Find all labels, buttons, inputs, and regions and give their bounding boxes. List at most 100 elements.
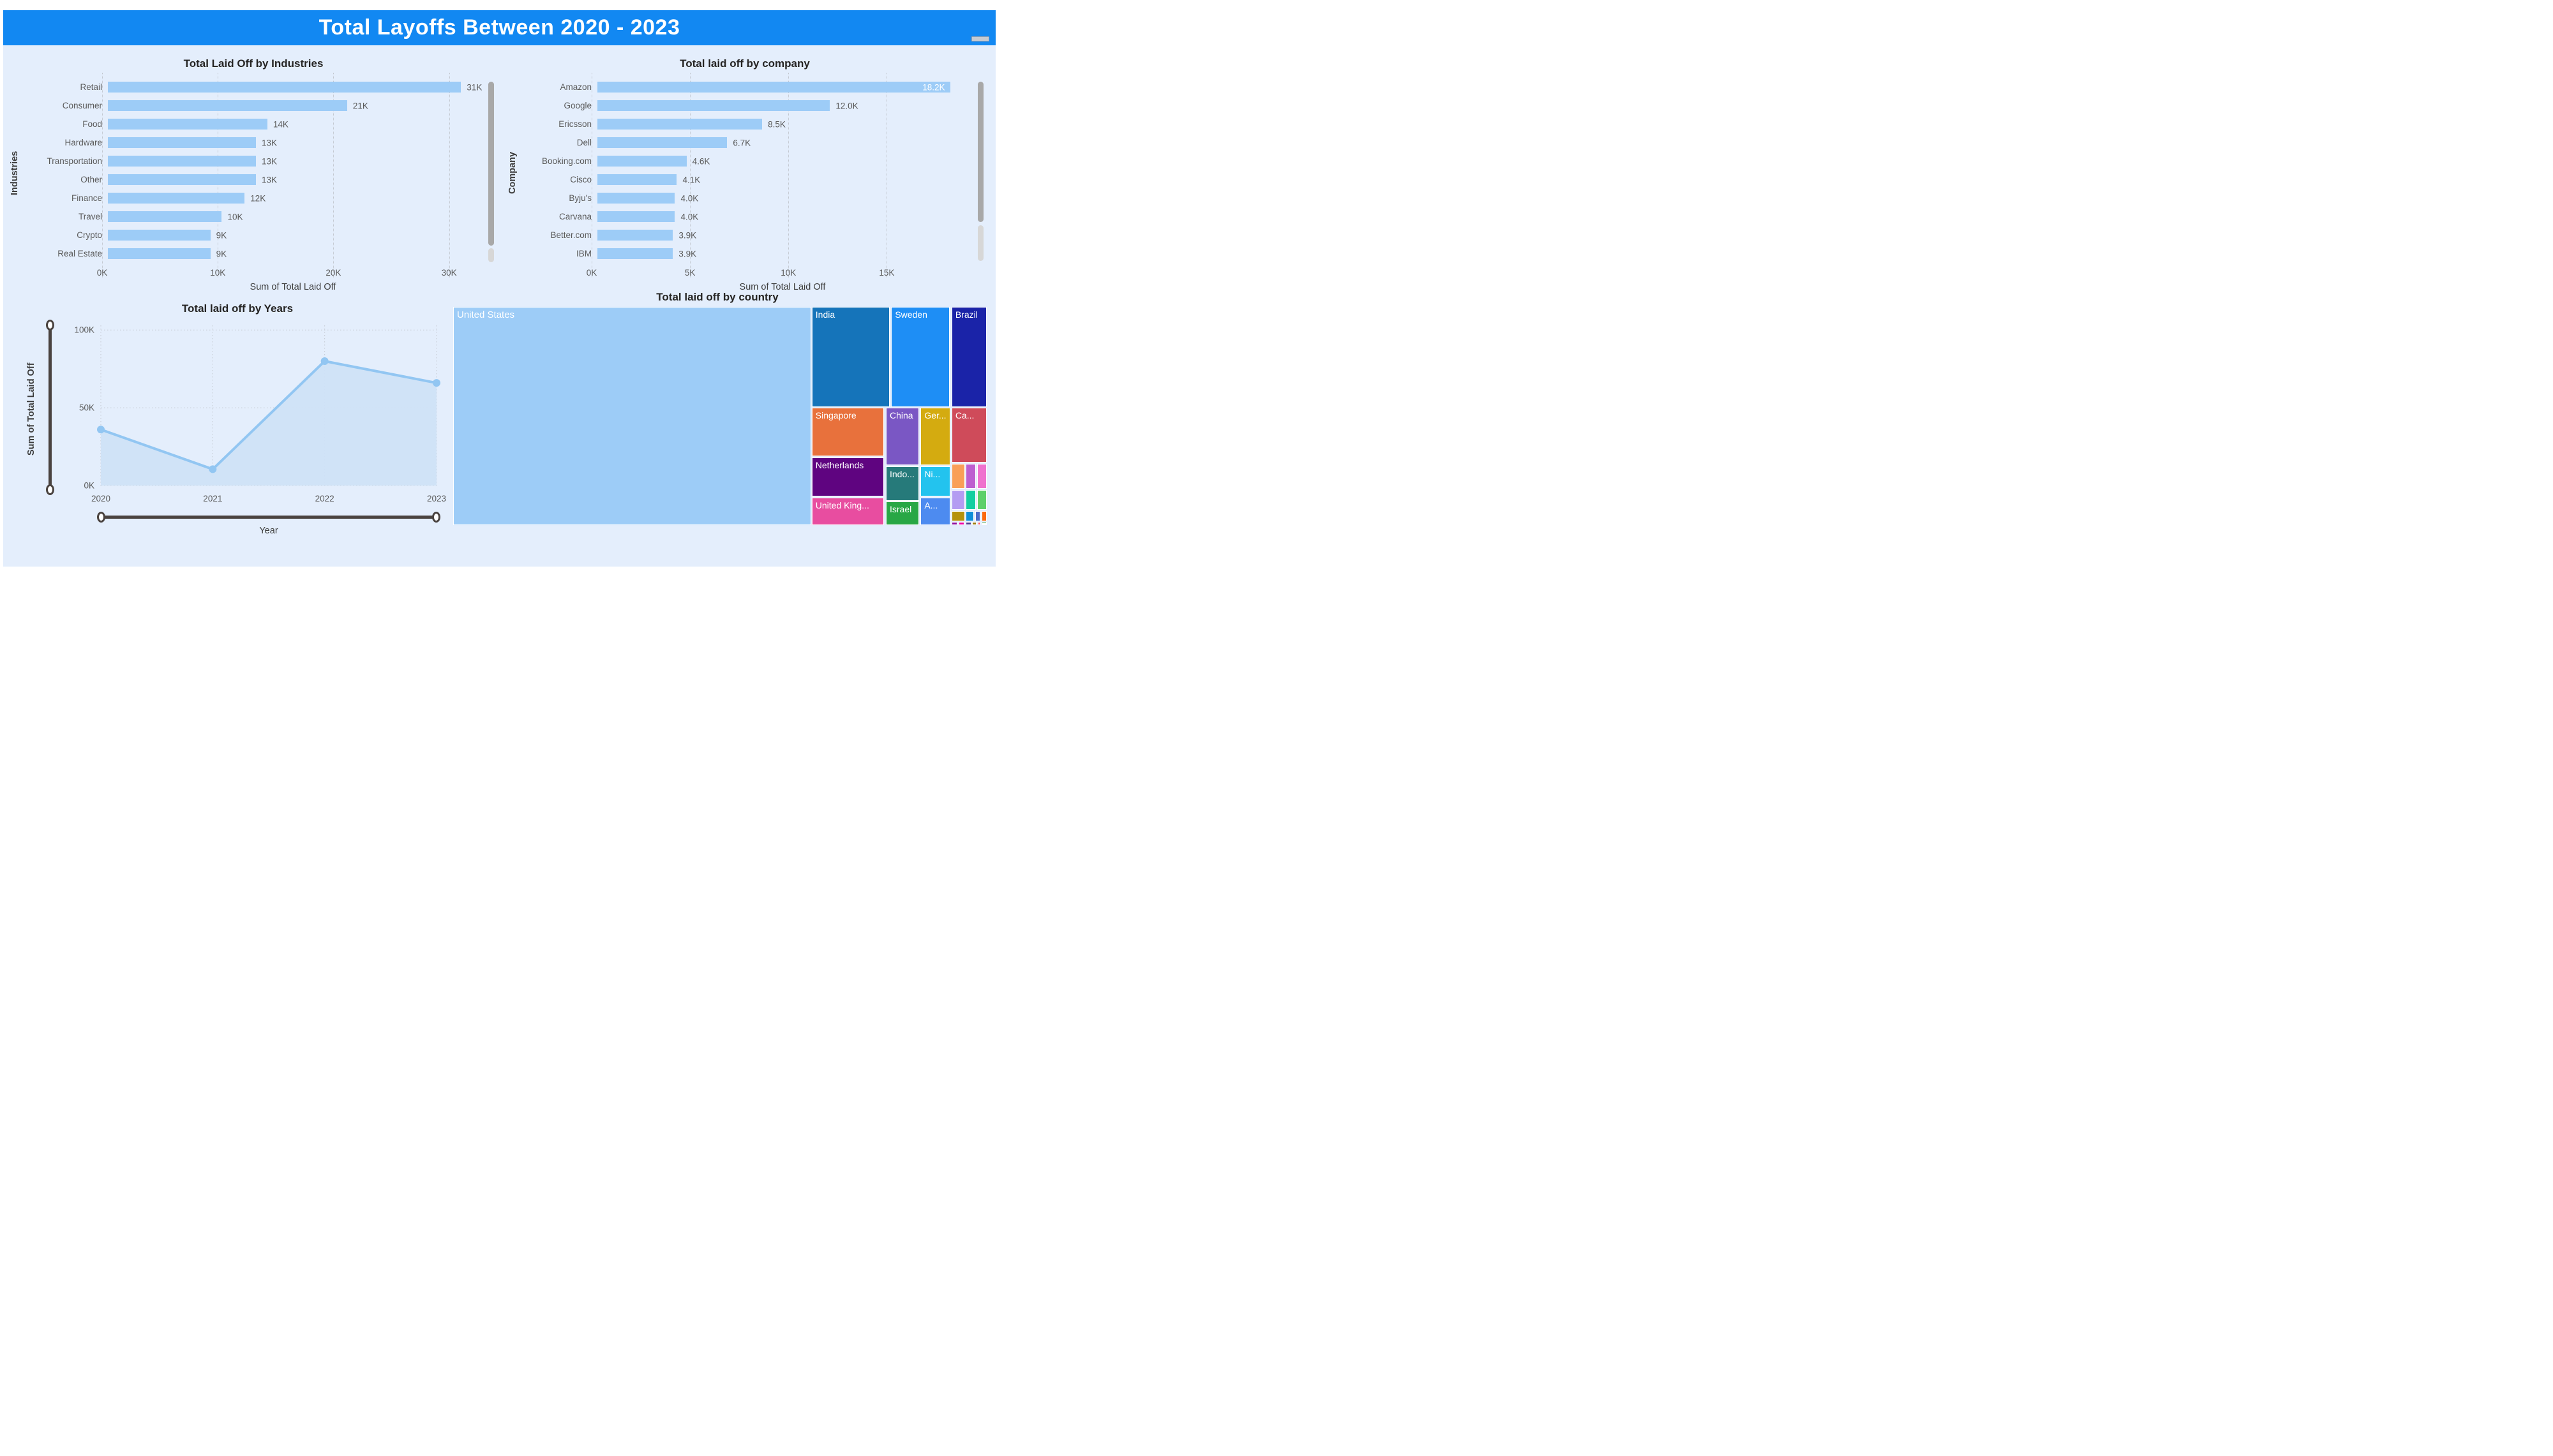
treemap-cell[interactable] [972,522,977,525]
treemap-cell-a[interactable]: A... [920,497,951,525]
bar[interactable]: 10K [108,211,243,222]
treemap-cell[interactable] [981,511,987,521]
treemap-cell-israel[interactable]: Israel [885,501,919,525]
bar[interactable]: 12K [108,193,266,204]
x-tick-label: 0K [586,268,597,278]
bar-row: Retail 31K [8,78,484,96]
company-scrollbar-track[interactable] [978,225,984,261]
treemap-cell[interactable] [981,522,987,524]
value-label: 4.6K [692,156,710,166]
bar[interactable]: 12.0K [597,100,858,111]
x-tick-label: 30K [441,268,457,278]
industries-scrollbar[interactable] [488,82,494,246]
treemap-cell[interactable] [951,490,965,510]
treemap-cell[interactable] [966,522,971,525]
treemap-cell-brazil[interactable]: Brazil [951,307,987,407]
bar-row: Amazon 18.2K [498,78,973,96]
treemap-cell[interactable] [981,523,987,525]
gridline [333,73,334,278]
industries-x-axis-title: Sum of Total Laid Off [250,282,336,292]
treemap-cell[interactable] [966,464,977,489]
industries-scrollbar-track[interactable] [488,248,494,262]
bar[interactable]: 21K [108,100,368,111]
company-scrollbar[interactable] [978,82,984,222]
years-y-slider-max-handle[interactable] [46,320,54,331]
treemap-cell-label: United States [457,309,515,320]
treemap-cell-sweden[interactable]: Sweden [891,307,950,407]
bar-track: 10K [108,211,484,222]
data-point[interactable] [209,465,217,473]
bar[interactable]: 13K [108,137,277,148]
value-label: 6.7K [733,138,751,147]
years-line-chart[interactable] [97,325,440,486]
years-x-slider-max-handle[interactable] [432,512,440,523]
treemap-cell[interactable] [958,522,964,525]
bar[interactable]: 3.9K [597,248,696,259]
treemap-cell-label: United King... [815,500,869,510]
bar[interactable]: 31K [108,82,482,93]
value-label: 8.5K [768,119,786,129]
bar[interactable]: 3.9K [597,230,696,241]
treemap-cell[interactable] [977,522,980,525]
value-label: 9K [216,249,227,258]
x-tick-label: 2021 [203,494,223,503]
data-point[interactable] [433,379,440,387]
treemap-cell[interactable] [951,464,965,489]
value-label: 3.9K [678,230,697,240]
bar-row: Transportation 13K [8,152,484,170]
bar[interactable]: 6.7K [597,137,751,148]
years-chart-title: Total laid off by Years [181,302,294,315]
line-series[interactable] [100,359,437,471]
treemap-cell[interactable] [951,511,965,521]
category-label: Ericsson [558,119,592,129]
bar[interactable]: 13K [108,174,277,185]
bar-track: 9K [108,248,484,259]
bar[interactable]: 9K [108,248,227,259]
bar[interactable]: 14K [108,119,288,130]
treemap-cell[interactable] [975,511,980,521]
treemap-cell[interactable] [977,490,987,510]
x-tick-label: 10K [210,268,226,278]
years-x-range-slider[interactable] [101,516,437,519]
value-label: 18.2K [922,82,945,92]
years-x-slider-min-handle[interactable] [97,512,105,523]
treemap-cell[interactable] [977,464,987,489]
bar[interactable]: 9K [108,230,227,241]
category-label: Dell [576,138,592,147]
treemap-cell-united-states[interactable]: United States [453,307,811,525]
treemap-cell-netherlands[interactable]: Netherlands [811,457,885,497]
category-label: Crypto [77,230,102,240]
treemap-cell-singapore[interactable]: Singapore [811,408,885,456]
treemap-cell-indo[interactable]: Indo... [885,466,919,501]
treemap-cell-india[interactable]: India [811,307,890,407]
treemap-cell-ni[interactable]: Ni... [920,466,951,497]
bar-track: 4.0K [597,211,973,222]
treemap-cell-united-king[interactable]: United King... [811,497,885,525]
bar[interactable]: 13K [108,156,277,167]
treemap-cell[interactable] [951,522,957,525]
bar[interactable]: 4.0K [597,193,698,204]
treemap-cell-ger[interactable]: Ger... [920,408,951,465]
bar[interactable]: 4.0K [597,211,698,222]
data-point[interactable] [320,357,329,366]
data-point[interactable] [97,426,105,434]
bar-track: 13K [108,137,484,148]
bar[interactable]: 18.2K [597,82,950,93]
bar-track: 8.5K [597,119,973,130]
minimize-handle[interactable] [971,36,989,41]
years-y-range-slider[interactable] [49,325,52,490]
bar[interactable]: 8.5K [597,119,786,130]
value-label: 14K [273,119,288,129]
treemap-cell[interactable] [966,511,974,521]
treemap-cell-china[interactable]: China [885,408,919,465]
value-label: 13K [262,156,278,166]
years-y-slider-min-handle[interactable] [46,484,54,495]
bar-row: Dell 6.7K [498,133,973,152]
bar[interactable]: 4.6K [597,156,710,167]
treemap-cell[interactable] [966,490,977,510]
treemap-cell-ca[interactable]: Ca... [951,408,987,463]
bar[interactable]: 4.1K [597,174,700,185]
treemap-cell-label: Ca... [955,410,975,421]
years-y-axis-title: Sum of Total Laid Off [26,362,36,456]
bar-track: 4.0K [597,193,973,204]
